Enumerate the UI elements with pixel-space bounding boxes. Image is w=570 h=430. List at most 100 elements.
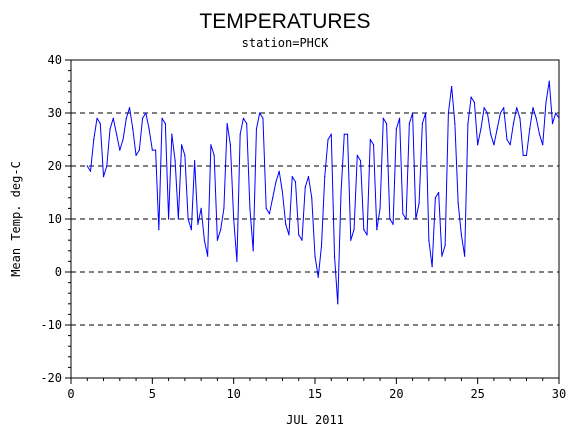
data-point <box>350 239 352 241</box>
data-point <box>421 123 423 125</box>
data-point <box>145 112 147 114</box>
data-point <box>519 117 521 119</box>
data-point <box>542 144 544 146</box>
data-point <box>99 123 101 125</box>
data-point <box>86 165 88 167</box>
data-point <box>529 128 531 130</box>
x-axis: 0 5 10 15 20 25 30 <box>67 378 566 401</box>
data-point <box>395 128 397 130</box>
data-point <box>431 266 433 268</box>
data-point <box>255 128 258 130</box>
data-point <box>210 144 212 146</box>
data-point <box>213 154 215 156</box>
data-point <box>509 144 511 146</box>
data-point <box>379 207 381 209</box>
data-point <box>119 149 121 151</box>
data-point <box>320 244 323 247</box>
y-axis-title: Mean Temp. deg-C <box>9 161 23 277</box>
y-tick-label: -20 <box>40 371 62 385</box>
data-point <box>324 176 326 178</box>
data-point <box>353 229 355 231</box>
data-point <box>532 107 534 109</box>
x-axis-title: JUL 2011 <box>286 413 344 427</box>
data-point <box>177 218 179 220</box>
data-point <box>405 218 407 220</box>
data-point <box>148 128 150 130</box>
data-point <box>376 229 378 231</box>
y-tick-label: 10 <box>48 212 62 226</box>
data-point <box>174 160 176 162</box>
y-tick-label: 0 <box>55 265 62 279</box>
data-point <box>428 239 430 241</box>
data-point <box>158 229 160 231</box>
data-point <box>93 138 95 141</box>
x-tick-label: 20 <box>389 387 403 401</box>
data-point <box>262 117 264 119</box>
data-point <box>233 218 235 220</box>
data-point <box>425 112 427 114</box>
data-point <box>512 123 515 125</box>
data-point <box>122 138 124 141</box>
data-point <box>259 112 261 114</box>
data-point <box>203 239 205 241</box>
data-point <box>216 239 218 241</box>
data-point <box>252 250 254 252</box>
data-point <box>314 255 316 257</box>
data-point <box>151 149 153 151</box>
data-point <box>506 138 508 141</box>
chart-subtitle: station=PHCK <box>242 36 329 50</box>
data-point <box>451 85 453 88</box>
data-point <box>558 117 560 119</box>
data-point <box>441 255 443 257</box>
data-point <box>545 101 547 103</box>
data-point <box>128 107 131 109</box>
data-point <box>275 181 277 183</box>
data-point <box>317 276 319 278</box>
data-point <box>538 133 541 135</box>
data-point <box>359 160 362 162</box>
data-point <box>493 144 495 146</box>
series-line <box>86 80 560 305</box>
data-point <box>551 123 554 125</box>
data-point <box>141 117 144 119</box>
data-point <box>285 223 287 225</box>
data-point <box>467 123 469 125</box>
data-point <box>138 149 140 151</box>
data-point <box>311 197 313 199</box>
data-point <box>301 239 303 241</box>
data-point <box>291 176 293 178</box>
data-point <box>555 112 557 114</box>
x-tick-label: 5 <box>149 387 156 401</box>
data-point <box>444 244 446 247</box>
data-point <box>96 117 98 119</box>
data-point <box>438 191 440 194</box>
data-point <box>207 255 209 257</box>
series-group <box>86 80 560 305</box>
data-point <box>522 154 524 156</box>
data-point <box>112 117 114 119</box>
data-point <box>486 112 489 114</box>
data-point <box>171 133 173 135</box>
data-point <box>473 101 476 103</box>
data-point <box>454 123 456 125</box>
data-point <box>398 117 401 119</box>
data-point <box>265 207 267 209</box>
data-point <box>246 123 248 125</box>
gridlines <box>71 59 559 379</box>
data-point <box>385 123 388 125</box>
data-point <box>132 128 134 130</box>
data-point <box>89 170 92 172</box>
data-point <box>125 117 127 119</box>
data-point <box>447 112 449 114</box>
data-point <box>330 133 332 135</box>
data-point <box>102 176 105 178</box>
data-point <box>268 213 271 215</box>
data-point <box>194 160 196 162</box>
data-point <box>298 234 300 236</box>
data-point <box>168 218 170 220</box>
y-tick-label: 20 <box>48 159 62 173</box>
data-point <box>418 202 420 204</box>
data-point <box>164 123 166 125</box>
chart-title: TEMPERATURES <box>199 10 370 33</box>
